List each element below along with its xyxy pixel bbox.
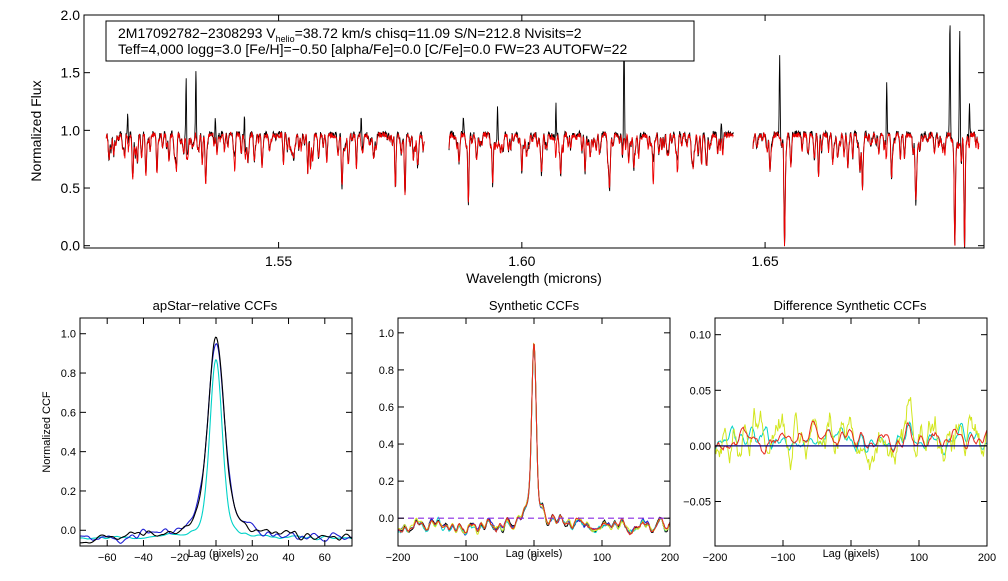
synthetic-ccf-axes-frame <box>397 317 671 547</box>
x-tick-label: −20 <box>170 552 189 564</box>
y-tick-label: 0.8 <box>379 365 394 377</box>
difference-ccf-series-0 <box>715 420 987 456</box>
x-tick-label: 1.65 <box>751 253 778 269</box>
x-tick-label: 100 <box>593 552 611 564</box>
apstar-ccf-panel: apStar−relative CCFs −60 −40 −20 0 20 40 60 0.0… <box>41 298 353 564</box>
spectrum-plot-area <box>105 25 980 248</box>
y-tick-label: 0.10 <box>690 330 711 342</box>
x-tick-label: 200 <box>978 552 996 564</box>
annotation-line-1: 2M17092782−2308293 Vhelio=38.72 km/s chi… <box>118 25 582 44</box>
difference-ccf-plot-area <box>715 397 987 471</box>
synthetic-ccf-panel: Synthetic CCFs −200 −100 0 100 200 0.0 0.2 0.4 0… <box>379 298 679 564</box>
y-tick-label: 1.0 <box>61 122 81 138</box>
synthetic-ccf-x-axis-label: Lag (pixels) <box>506 548 563 560</box>
y-tick-label: 1.0 <box>379 328 394 340</box>
annotation-subscript: helio <box>276 34 295 44</box>
y-tick-label: 0.0 <box>379 513 394 525</box>
difference-ccf-title: Difference Synthetic CCFs <box>774 298 927 313</box>
x-tick-label: 20 <box>246 552 258 564</box>
y-tick-label: 0.6 <box>61 407 76 419</box>
x-tick-label: −60 <box>98 552 117 564</box>
y-tick-label: 0.5 <box>61 180 81 196</box>
x-tick-label: 1.60 <box>508 253 535 269</box>
x-tick-label: 200 <box>661 552 679 564</box>
spectrum-y-axis-label: Normalized Flux <box>28 80 44 181</box>
y-tick-label: 0.0 <box>61 238 81 254</box>
spectrum-ticks: 1.55 1.60 1.65 0.0 0.5 1.0 1.5 2.0 <box>61 7 984 269</box>
y-tick-label: 0.05 <box>690 385 711 397</box>
difference-ccf-panel: Difference Synthetic CCFs −200 −100 0 100 20… <box>683 298 996 564</box>
synthetic-ccf-series-2 <box>398 344 670 536</box>
x-tick-label: −200 <box>386 552 411 564</box>
x-tick-label: −40 <box>134 552 153 564</box>
y-tick-label: 0.8 <box>61 368 76 380</box>
y-tick-label: 0.0 <box>61 525 76 537</box>
x-tick-label: 40 <box>282 552 294 564</box>
x-tick-label: 0 <box>531 552 537 564</box>
y-tick-label: 0.2 <box>379 476 394 488</box>
apstar-ccf-y-axis-label: Normalized CCF <box>41 391 53 473</box>
synthetic-ccf-series-4 <box>398 343 670 536</box>
synthetic-ccf-series-0 <box>398 343 670 534</box>
spectrum-series-model <box>105 130 980 247</box>
y-tick-label: 0.4 <box>61 447 76 459</box>
apstar-ccf-series-1 <box>80 343 352 544</box>
spectrum-x-axis-label: Wavelength (microns) <box>466 270 602 286</box>
synthetic-ccf-ticks: −200 −100 0 100 200 0.0 0.2 0.4 0.6 0.8 1.0 <box>379 318 679 564</box>
x-tick-label: −100 <box>771 552 796 564</box>
apstar-ccf-ticks: −60 −40 −20 0 20 40 60 0.0 0.2 0.4 0.6 0.8 1.0 <box>61 318 352 564</box>
apstar-ccf-series-0 <box>80 336 352 544</box>
apstar-ccf-x-axis-label: Lag (pixels) <box>188 548 245 560</box>
x-tick-label: 1.55 <box>265 253 292 269</box>
spectrum-annotation-box: 2M17092782−2308293 Vhelio=38.72 km/s chi… <box>105 20 695 62</box>
synthetic-ccf-plot-area <box>398 342 670 536</box>
y-tick-label: 0.00 <box>690 441 711 453</box>
difference-ccf-axes-frame <box>714 317 988 547</box>
y-tick-label: 0.2 <box>61 486 76 498</box>
apstar-ccf-title: apStar−relative CCFs <box>153 298 278 313</box>
synthetic-ccf-title: Synthetic CCFs <box>489 298 580 313</box>
apstar-ccf-axes-frame <box>79 317 353 547</box>
apstar-ccf-plot-area <box>80 336 352 544</box>
apstar-ccf-series-2 <box>80 359 352 541</box>
y-tick-label: 1.0 <box>61 329 76 341</box>
x-tick-label: −200 <box>703 552 728 564</box>
difference-ccf-x-axis-label: Lag (pixels) <box>823 548 880 560</box>
y-tick-label: 0.6 <box>379 402 394 414</box>
synthetic-ccf-series-1 <box>398 344 670 536</box>
y-tick-label: 0.4 <box>379 439 394 451</box>
x-tick-label: −100 <box>454 552 479 564</box>
x-tick-label: 100 <box>910 552 928 564</box>
y-tick-label: −0.05 <box>683 496 711 508</box>
x-tick-label: 0 <box>848 552 854 564</box>
spectrum-axes-frame <box>83 14 985 249</box>
annotation-fit-stats: =38.72 km/s chisq=11.09 S/N=212.8 Nvisit… <box>295 25 582 41</box>
x-tick-label: 60 <box>319 552 331 564</box>
annotation-star-velocity: 2M17092782−2308293 V <box>118 25 276 41</box>
annotation-line-2: Teff=4,000 logg=3.0 [Fe/H]=−0.50 [alpha/… <box>118 41 627 57</box>
x-tick-label: 0 <box>213 552 219 564</box>
y-tick-label: 1.5 <box>61 65 81 81</box>
annotation-frame <box>105 20 695 62</box>
y-tick-label: 2.0 <box>61 7 81 23</box>
spectrum-panel: 1.55 1.60 1.65 0.0 0.5 1.0 1.5 2.0 Wavelength (… <box>28 7 985 286</box>
difference-ccf-series-1 <box>715 397 987 471</box>
difference-ccf-ticks: −200 −100 0 100 200 −0.05 0.00 0.05 0.10 <box>683 318 996 564</box>
synthetic-ccf-series-3 <box>398 342 670 535</box>
